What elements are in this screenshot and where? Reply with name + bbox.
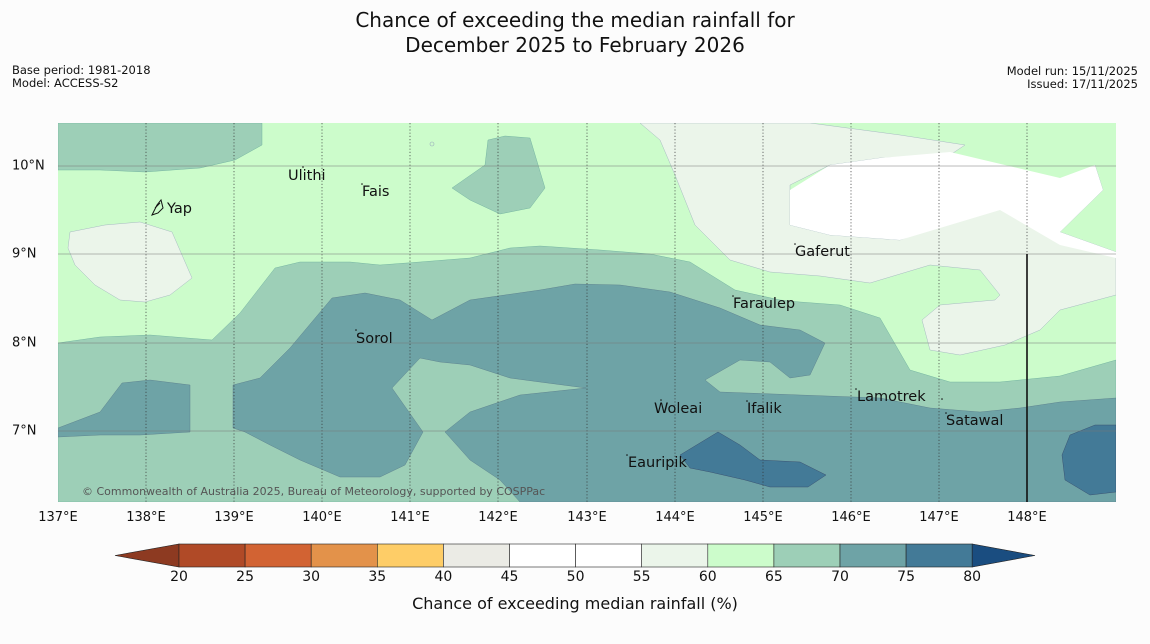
- place-label-lamotrek: Lamotrek: [857, 389, 926, 405]
- colorbar-segment: [641, 543, 709, 568]
- colorbar-tick-label: 55: [632, 569, 651, 585]
- colorbar-tick-label: 60: [698, 569, 717, 585]
- colorbar-segment: [509, 543, 576, 568]
- island-marker-eauripik: [626, 454, 628, 456]
- base-period: Base period: 1981-2018: [12, 63, 151, 77]
- lon-label: 147°E: [919, 510, 959, 525]
- band-75-80-b: [1061, 424, 1116, 496]
- lon-label: 145°E: [743, 510, 783, 525]
- colorbar-tick-label: 40: [434, 569, 453, 585]
- colorbar-tick-label: 75: [897, 569, 916, 585]
- issued-date: Issued: 17/11/2025: [1027, 77, 1138, 91]
- band-75-80-a: [679, 431, 827, 488]
- colorbar-tick-label: 80: [963, 569, 982, 585]
- colorbar-label: Chance of exceeding median rainfall (%): [412, 594, 738, 613]
- lon-label: 146°E: [831, 510, 871, 525]
- colorbar-extend-high: [971, 543, 1036, 568]
- island-marker-lamotrek: [855, 388, 857, 390]
- colorbar-segment: [905, 543, 973, 568]
- island-outline-yap: [151, 198, 164, 216]
- place-label-gaferut: Gaferut: [795, 244, 850, 260]
- place-labels: Ulithi Fais Yap Gaferut Faraulep Sorol L…: [166, 168, 1003, 471]
- colorbar-segment: [707, 543, 775, 568]
- lon-label: 140°E: [302, 510, 342, 525]
- band-55-60-east: [639, 123, 1116, 356]
- colorbar-segment: [839, 543, 907, 568]
- lon-label: 139°E: [214, 510, 254, 525]
- lon-label: 143°E: [567, 510, 607, 525]
- colorbar-tick-label: 70: [831, 569, 849, 585]
- island-marker-ifalik: [746, 400, 748, 402]
- title-line-2: December 2025 to February 2026: [405, 33, 745, 57]
- lon-label: 141°E: [390, 510, 430, 525]
- place-label-faraulep: Faraulep: [733, 296, 795, 312]
- lat-label: 7°N: [12, 423, 37, 439]
- place-label-satawal: Satawal: [946, 413, 1003, 429]
- meta-left: Base period: 1981-2018 Model: ACCESS-S2: [12, 64, 151, 90]
- lon-label: 144°E: [655, 510, 695, 525]
- colorbar-tick-label: 50: [566, 569, 585, 585]
- band-50-55-east: [790, 152, 1116, 258]
- model-run: Model run: 15/11/2025: [1006, 64, 1138, 78]
- lat-label: 10°N: [12, 158, 45, 174]
- colorbar-tick-label: 65: [764, 569, 783, 585]
- colorbar-tick-label: 30: [302, 569, 321, 585]
- meta-right: Model run: 15/11/2025 Issued: 17/11/2025: [1007, 65, 1138, 91]
- lon-label: 137°E: [38, 510, 78, 525]
- band-65-70-ne: [58, 123, 263, 173]
- place-label-ifalik: Ifalik: [747, 401, 782, 417]
- colorbar-tick-label: 20: [170, 569, 188, 585]
- colorbar-segment: [773, 543, 841, 568]
- place-label-eauripik: Eauripik: [628, 455, 687, 471]
- band-70-75-main: [232, 283, 1116, 502]
- copyright-notice: © Commonwealth of Australia 2025, Bureau…: [82, 485, 546, 498]
- island-marker-gaferut: [794, 243, 796, 245]
- island-marker-satawal: [945, 412, 947, 414]
- gridlines: [58, 123, 1116, 502]
- lon-label: 142°E: [478, 510, 518, 525]
- colorbar-segment: [310, 543, 378, 568]
- colorbar-segment: [376, 543, 444, 568]
- model-name: Model: ACCESS-S2: [12, 76, 119, 90]
- title-line-1: Chance of exceeding the median rainfall …: [355, 8, 795, 32]
- lon-label: 138°E: [126, 510, 166, 525]
- island-marker-small: [429, 141, 435, 147]
- colorbar-segment: [443, 543, 510, 568]
- island-marker-lamotrek-2: [941, 398, 943, 400]
- place-label-sorol: Sorol: [356, 331, 393, 347]
- band-55-60-west: [67, 221, 193, 303]
- place-label-woleai: Woleai: [654, 401, 702, 417]
- lon-label: 148°E: [1007, 510, 1047, 525]
- colorbar-tick-label: 25: [236, 569, 255, 585]
- colorbar-segment: [244, 543, 312, 568]
- island-marker-ulithi: [302, 166, 304, 168]
- lat-label: 9°N: [12, 246, 37, 262]
- colorbar-tick-label: 45: [500, 569, 519, 585]
- lat-label: 8°N: [12, 335, 37, 351]
- island-marker-sorol: [355, 329, 357, 331]
- place-label-yap: Yap: [166, 201, 192, 217]
- colorbar-tick-label: 35: [368, 569, 387, 585]
- band-70-75-west: [58, 379, 191, 438]
- band-65-70-blob: [451, 135, 546, 215]
- colorbar-segment: [575, 543, 642, 568]
- chart-title: Chance of exceeding the median rainfall …: [0, 8, 1150, 58]
- colorbar-extend-low: [114, 543, 180, 568]
- island-marker-woleai: [660, 399, 662, 401]
- colorbar: [114, 543, 1036, 568]
- place-label-fais: Fais: [362, 184, 389, 200]
- place-label-ulithi: Ulithi: [288, 168, 326, 184]
- island-marker-fais: [361, 183, 363, 185]
- colorbar-segment: [178, 543, 246, 568]
- island-marker-faraulep: [732, 295, 734, 297]
